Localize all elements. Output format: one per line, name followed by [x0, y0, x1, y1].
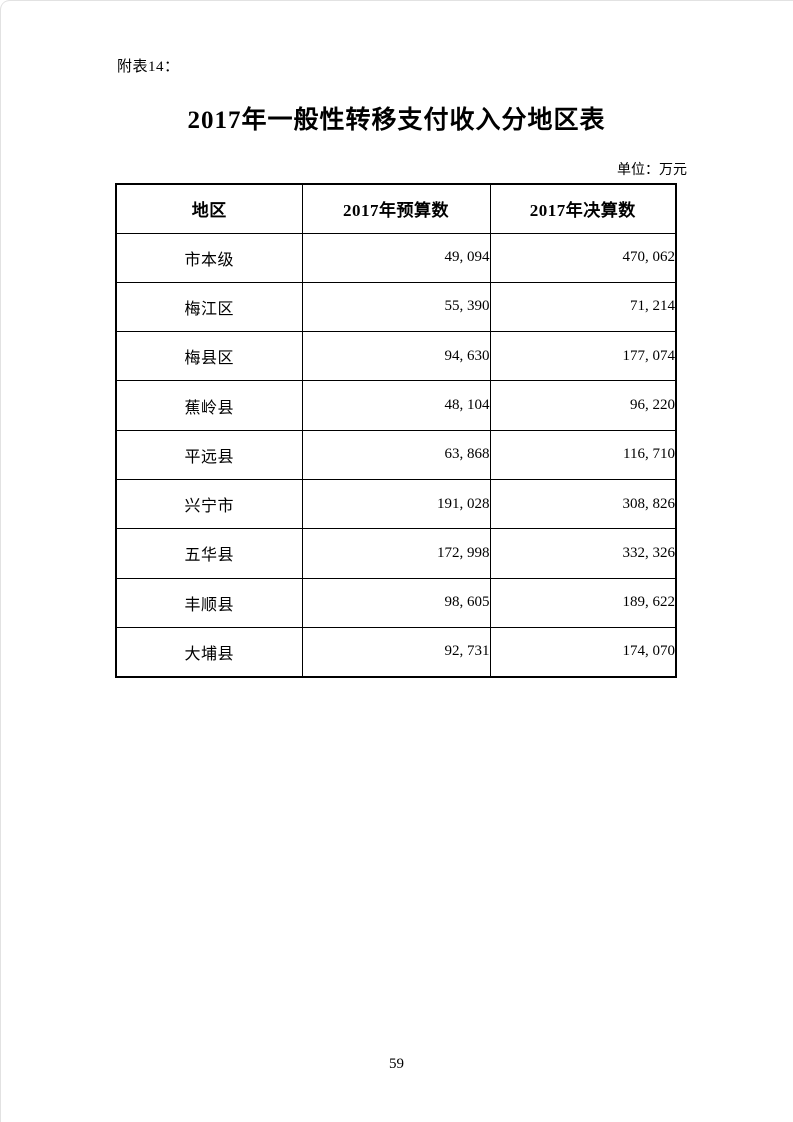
region-cell: 梅县区	[115, 331, 303, 382]
table-row: 兴宁市 191, 028 308, 826	[115, 478, 677, 530]
region-cell: 大埔县	[115, 626, 303, 678]
final-cell: 116, 710	[489, 429, 677, 480]
column-header-budget: 2017年预算数	[301, 183, 491, 234]
region-cell: 蕉岭县	[115, 380, 303, 431]
transfer-payment-by-region-table: 地区 2017年预算数 2017年决算数 市本级 49, 094 470, 06…	[115, 183, 677, 678]
column-header-final: 2017年决算数	[489, 183, 677, 234]
final-cell: 189, 622	[489, 577, 677, 628]
final-cell: 177, 074	[489, 331, 677, 382]
table-row: 五华县 172, 998 332, 326	[115, 528, 677, 579]
budget-cell: 55, 390	[301, 281, 491, 333]
region-cell: 梅江区	[115, 281, 303, 333]
final-cell: 71, 214	[489, 281, 677, 333]
budget-cell: 98, 605	[301, 577, 491, 628]
table-row: 大埔县 92, 731 174, 070	[115, 626, 677, 678]
unit-note: 单位：万元	[617, 163, 687, 178]
budget-cell: 49, 094	[301, 232, 491, 283]
table-body: 市本级 49, 094 470, 062 梅江区 55, 390 71, 214…	[115, 232, 677, 678]
table-header-row: 地区 2017年预算数 2017年决算数	[115, 183, 677, 234]
budget-cell: 63, 868	[301, 429, 491, 480]
region-cell: 兴宁市	[115, 478, 303, 530]
region-cell: 平远县	[115, 429, 303, 480]
budget-cell: 48, 104	[301, 380, 491, 431]
budget-cell: 94, 630	[301, 331, 491, 382]
final-cell: 470, 062	[489, 232, 677, 283]
table-row: 梅江区 55, 390 71, 214	[115, 281, 677, 333]
final-cell: 332, 326	[489, 528, 677, 579]
final-cell: 174, 070	[489, 626, 677, 678]
table-row: 梅县区 94, 630 177, 074	[115, 331, 677, 382]
budget-cell: 191, 028	[301, 478, 491, 530]
appendix-label: 附表14：	[117, 59, 180, 75]
page-title: 2017年一般性转移支付收入分地区表	[187, 107, 606, 134]
column-header-region: 地区	[115, 183, 303, 234]
final-cell: 96, 220	[489, 380, 677, 431]
table-row: 平远县 63, 868 116, 710	[115, 429, 677, 480]
table-row: 蕉岭县 48, 104 96, 220	[115, 380, 677, 431]
table-row: 丰顺县 98, 605 189, 622	[115, 577, 677, 628]
region-cell: 丰顺县	[115, 577, 303, 628]
budget-cell: 172, 998	[301, 528, 491, 579]
region-cell: 五华县	[115, 528, 303, 579]
final-cell: 308, 826	[489, 478, 677, 530]
page-number: 59	[389, 1056, 404, 1072]
budget-cell: 92, 731	[301, 626, 491, 678]
region-cell: 市本级	[115, 232, 303, 283]
table-row: 市本级 49, 094 470, 062	[115, 232, 677, 283]
